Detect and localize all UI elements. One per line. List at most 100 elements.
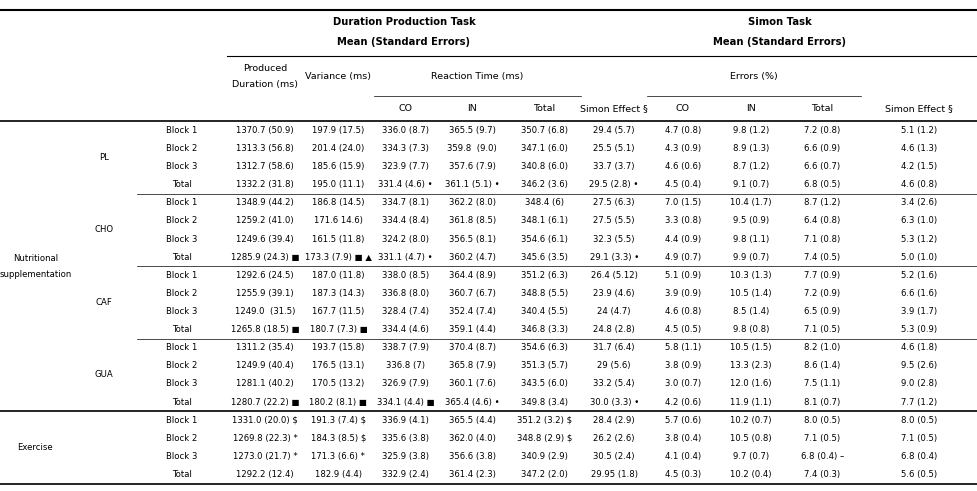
Text: 343.5 (6.0): 343.5 (6.0) — [521, 380, 567, 388]
Text: 3.4 (2.6): 3.4 (2.6) — [901, 198, 936, 207]
Text: 5.2 (1.6): 5.2 (1.6) — [901, 271, 936, 280]
Text: 365.5 (9.7): 365.5 (9.7) — [448, 126, 495, 135]
Text: CO: CO — [398, 104, 412, 113]
Text: 5.1 (1.2): 5.1 (1.2) — [901, 126, 936, 135]
Text: 361.4 (2.3): 361.4 (2.3) — [448, 470, 495, 479]
Text: 29.4 (5.7): 29.4 (5.7) — [593, 126, 634, 135]
Text: 4.6 (0.8): 4.6 (0.8) — [663, 307, 701, 316]
Text: 335.6 (3.8): 335.6 (3.8) — [381, 434, 429, 443]
Text: 11.9 (1.1): 11.9 (1.1) — [730, 398, 771, 407]
Text: 26.2 (2.6): 26.2 (2.6) — [593, 434, 634, 443]
Text: 5.3 (1.2): 5.3 (1.2) — [901, 235, 936, 244]
Text: 4.7 (0.8): 4.7 (0.8) — [663, 126, 701, 135]
Text: 346.8 (3.3): 346.8 (3.3) — [520, 325, 568, 334]
Text: 334.1 (4.4) ■: 334.1 (4.4) ■ — [376, 398, 434, 407]
Text: 3.9 (1.7): 3.9 (1.7) — [901, 307, 936, 316]
Text: 7.4 (0.5): 7.4 (0.5) — [804, 253, 839, 262]
Text: 4.2 (1.5): 4.2 (1.5) — [901, 162, 936, 171]
Text: 180.7 (7.3) ■: 180.7 (7.3) ■ — [309, 325, 367, 334]
Text: Mean (Standard Errors): Mean (Standard Errors) — [337, 37, 470, 47]
Text: Total: Total — [172, 325, 191, 334]
Text: Block 1: Block 1 — [166, 343, 197, 352]
Text: 3.9 (0.9): 3.9 (0.9) — [664, 289, 700, 298]
Text: 1265.8 (18.5) ■: 1265.8 (18.5) ■ — [231, 325, 299, 334]
Text: 3.8 (0.9): 3.8 (0.9) — [663, 361, 701, 370]
Text: 1273.0 (21.7) *: 1273.0 (21.7) * — [233, 452, 297, 461]
Text: 27.5 (6.3): 27.5 (6.3) — [593, 198, 634, 207]
Text: IN: IN — [467, 104, 477, 113]
Text: 349.8 (3.4): 349.8 (3.4) — [520, 398, 568, 407]
Text: 186.8 (14.5): 186.8 (14.5) — [312, 198, 364, 207]
Text: 360.2 (4.7): 360.2 (4.7) — [448, 253, 495, 262]
Text: 336.0 (8.7): 336.0 (8.7) — [381, 126, 429, 135]
Text: 3.0 (0.7): 3.0 (0.7) — [664, 380, 700, 388]
Text: 340.8 (6.0): 340.8 (6.0) — [520, 162, 568, 171]
Text: Block 3: Block 3 — [166, 452, 197, 461]
Text: 8.1 (0.7): 8.1 (0.7) — [803, 398, 840, 407]
Text: Total: Total — [811, 104, 832, 113]
Text: 4.3 (0.9): 4.3 (0.9) — [664, 144, 700, 153]
Text: 24 (4.7): 24 (4.7) — [597, 307, 630, 316]
Text: 334.4 (4.6): 334.4 (4.6) — [382, 325, 428, 334]
Text: Simon Effect §: Simon Effect § — [579, 104, 648, 113]
Text: 161.5 (11.8): 161.5 (11.8) — [312, 235, 364, 244]
Text: 331.4 (4.6) •: 331.4 (4.6) • — [378, 180, 432, 189]
Text: 1249.6 (39.4): 1249.6 (39.4) — [236, 235, 293, 244]
Text: 365.4 (4.6) •: 365.4 (4.6) • — [445, 398, 499, 407]
Text: 8.2 (1.0): 8.2 (1.0) — [803, 343, 840, 352]
Text: 334.3 (7.3): 334.3 (7.3) — [382, 144, 428, 153]
Text: 6.6 (0.7): 6.6 (0.7) — [804, 162, 839, 171]
Text: 9.9 (0.7): 9.9 (0.7) — [733, 253, 768, 262]
Text: 195.0 (11.1): 195.0 (11.1) — [312, 180, 364, 189]
Text: 33.2 (5.4): 33.2 (5.4) — [593, 380, 634, 388]
Text: 7.0 (1.5): 7.0 (1.5) — [664, 198, 700, 207]
Text: 8.9 (1.3): 8.9 (1.3) — [732, 144, 769, 153]
Text: 4.5 (0.3): 4.5 (0.3) — [664, 470, 700, 479]
Text: 173.3 (7.9) ■ ▲: 173.3 (7.9) ■ ▲ — [305, 253, 371, 262]
Text: 30.0 (3.3) •: 30.0 (3.3) • — [589, 398, 638, 407]
Text: CO: CO — [675, 104, 689, 113]
Text: Block 2: Block 2 — [166, 217, 197, 225]
Text: 365.8 (7.9): 365.8 (7.9) — [448, 361, 495, 370]
Text: Block 3: Block 3 — [166, 380, 197, 388]
Text: 323.9 (7.7): 323.9 (7.7) — [382, 162, 428, 171]
Text: 4.9 (0.7): 4.9 (0.7) — [664, 253, 700, 262]
Text: 1292.6 (24.5): 1292.6 (24.5) — [236, 271, 293, 280]
Text: Errors (%): Errors (%) — [730, 72, 777, 81]
Text: 6.6 (1.6): 6.6 (1.6) — [901, 289, 936, 298]
Text: 197.9 (17.5): 197.9 (17.5) — [312, 126, 364, 135]
Text: 334.7 (8.1): 334.7 (8.1) — [381, 198, 429, 207]
Text: 1292.2 (12.4): 1292.2 (12.4) — [236, 470, 293, 479]
Text: 4.5 (0.5): 4.5 (0.5) — [664, 325, 700, 334]
Text: 185.6 (15.9): 185.6 (15.9) — [312, 162, 364, 171]
Text: 12.0 (1.6): 12.0 (1.6) — [730, 380, 771, 388]
Text: 10.5 (1.5): 10.5 (1.5) — [730, 343, 771, 352]
Text: Mean (Standard Errors): Mean (Standard Errors) — [712, 37, 845, 47]
Text: 167.7 (11.5): 167.7 (11.5) — [312, 307, 364, 316]
Text: 1370.7 (50.9): 1370.7 (50.9) — [236, 126, 293, 135]
Text: 25.5 (5.1): 25.5 (5.1) — [593, 144, 634, 153]
Text: 347.1 (6.0): 347.1 (6.0) — [521, 144, 567, 153]
Text: Block 1: Block 1 — [166, 416, 197, 425]
Text: 3.8 (0.4): 3.8 (0.4) — [663, 434, 701, 443]
Text: 5.0 (1.0): 5.0 (1.0) — [901, 253, 936, 262]
Text: 8.7 (1.2): 8.7 (1.2) — [803, 198, 840, 207]
Text: 348.1 (6.1): 348.1 (6.1) — [520, 217, 568, 225]
Text: 356.6 (3.8): 356.6 (3.8) — [448, 452, 495, 461]
Text: 187.0 (11.8): 187.0 (11.8) — [312, 271, 364, 280]
Text: Simon Effect §: Simon Effect § — [884, 104, 953, 113]
Text: 364.4 (8.9): 364.4 (8.9) — [448, 271, 495, 280]
Text: 23.9 (4.6): 23.9 (4.6) — [593, 289, 634, 298]
Text: Block 3: Block 3 — [166, 307, 197, 316]
Text: 7.7 (0.9): 7.7 (0.9) — [804, 271, 839, 280]
Text: 9.7 (0.7): 9.7 (0.7) — [733, 452, 768, 461]
Text: Block 1: Block 1 — [166, 126, 197, 135]
Text: 5.1 (0.9): 5.1 (0.9) — [664, 271, 700, 280]
Text: 180.2 (8.1) ■: 180.2 (8.1) ■ — [309, 398, 367, 407]
Text: 7.1 (0.5): 7.1 (0.5) — [804, 325, 839, 334]
Text: 1311.2 (35.4): 1311.2 (35.4) — [236, 343, 293, 352]
Text: Duration Production Task: Duration Production Task — [332, 17, 475, 27]
Text: 29.1 (3.3) •: 29.1 (3.3) • — [589, 253, 638, 262]
Text: supplementation: supplementation — [0, 270, 71, 278]
Text: 361.8 (8.5): 361.8 (8.5) — [448, 217, 495, 225]
